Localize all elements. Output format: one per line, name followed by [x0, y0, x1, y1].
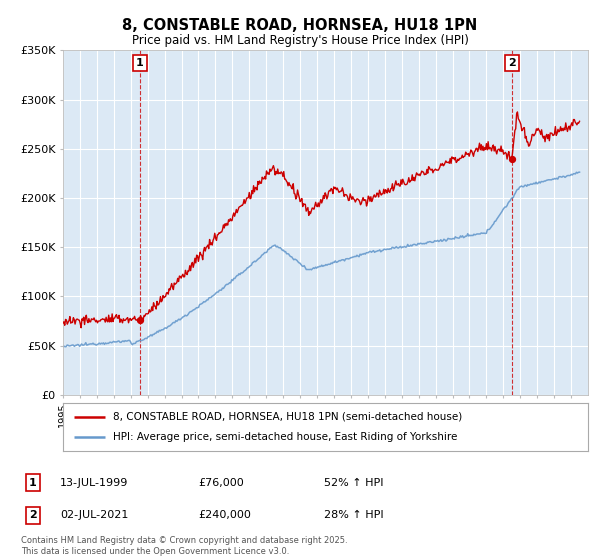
Point — [507, 154, 517, 163]
Text: £240,000: £240,000 — [198, 510, 251, 520]
Text: HPI: Average price, semi-detached house, East Riding of Yorkshire: HPI: Average price, semi-detached house,… — [113, 432, 457, 442]
Text: 2: 2 — [29, 510, 37, 520]
Text: 02-JUL-2021: 02-JUL-2021 — [60, 510, 128, 520]
Text: £76,000: £76,000 — [198, 478, 244, 488]
Text: 28% ↑ HPI: 28% ↑ HPI — [324, 510, 383, 520]
Text: 2: 2 — [508, 58, 515, 68]
Text: 8, CONSTABLE ROAD, HORNSEA, HU18 1PN: 8, CONSTABLE ROAD, HORNSEA, HU18 1PN — [122, 18, 478, 32]
Text: Price paid vs. HM Land Registry's House Price Index (HPI): Price paid vs. HM Land Registry's House … — [131, 34, 469, 47]
Text: 1: 1 — [29, 478, 37, 488]
Text: 52% ↑ HPI: 52% ↑ HPI — [324, 478, 383, 488]
Point — [135, 315, 145, 324]
Text: 13-JUL-1999: 13-JUL-1999 — [60, 478, 128, 488]
Text: 1: 1 — [136, 58, 143, 68]
Text: Contains HM Land Registry data © Crown copyright and database right 2025.
This d: Contains HM Land Registry data © Crown c… — [21, 536, 347, 556]
Text: 8, CONSTABLE ROAD, HORNSEA, HU18 1PN (semi-detached house): 8, CONSTABLE ROAD, HORNSEA, HU18 1PN (se… — [113, 412, 462, 422]
